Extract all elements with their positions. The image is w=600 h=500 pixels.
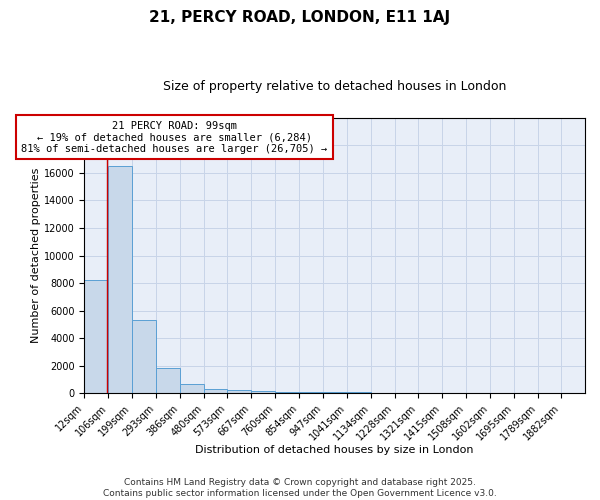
X-axis label: Distribution of detached houses by size in London: Distribution of detached houses by size …: [196, 445, 474, 455]
Bar: [227, 390, 251, 394]
Bar: [180, 384, 204, 394]
Text: 21 PERCY ROAD: 99sqm
← 19% of detached houses are smaller (6,284)
81% of semi-de: 21 PERCY ROAD: 99sqm ← 19% of detached h…: [22, 120, 328, 154]
Bar: [395, 392, 418, 394]
Text: Contains HM Land Registry data © Crown copyright and database right 2025.
Contai: Contains HM Land Registry data © Crown c…: [103, 478, 497, 498]
Bar: [323, 392, 347, 394]
Bar: [85, 280, 109, 394]
Bar: [204, 390, 227, 394]
Bar: [299, 392, 323, 394]
Bar: [109, 166, 132, 394]
Bar: [156, 368, 180, 394]
Title: Size of property relative to detached houses in London: Size of property relative to detached ho…: [163, 80, 506, 93]
Bar: [251, 391, 275, 394]
Bar: [132, 320, 156, 394]
Y-axis label: Number of detached properties: Number of detached properties: [31, 168, 41, 343]
Bar: [371, 392, 395, 394]
Text: 21, PERCY ROAD, LONDON, E11 1AJ: 21, PERCY ROAD, LONDON, E11 1AJ: [149, 10, 451, 25]
Bar: [347, 392, 371, 394]
Bar: [275, 392, 299, 394]
